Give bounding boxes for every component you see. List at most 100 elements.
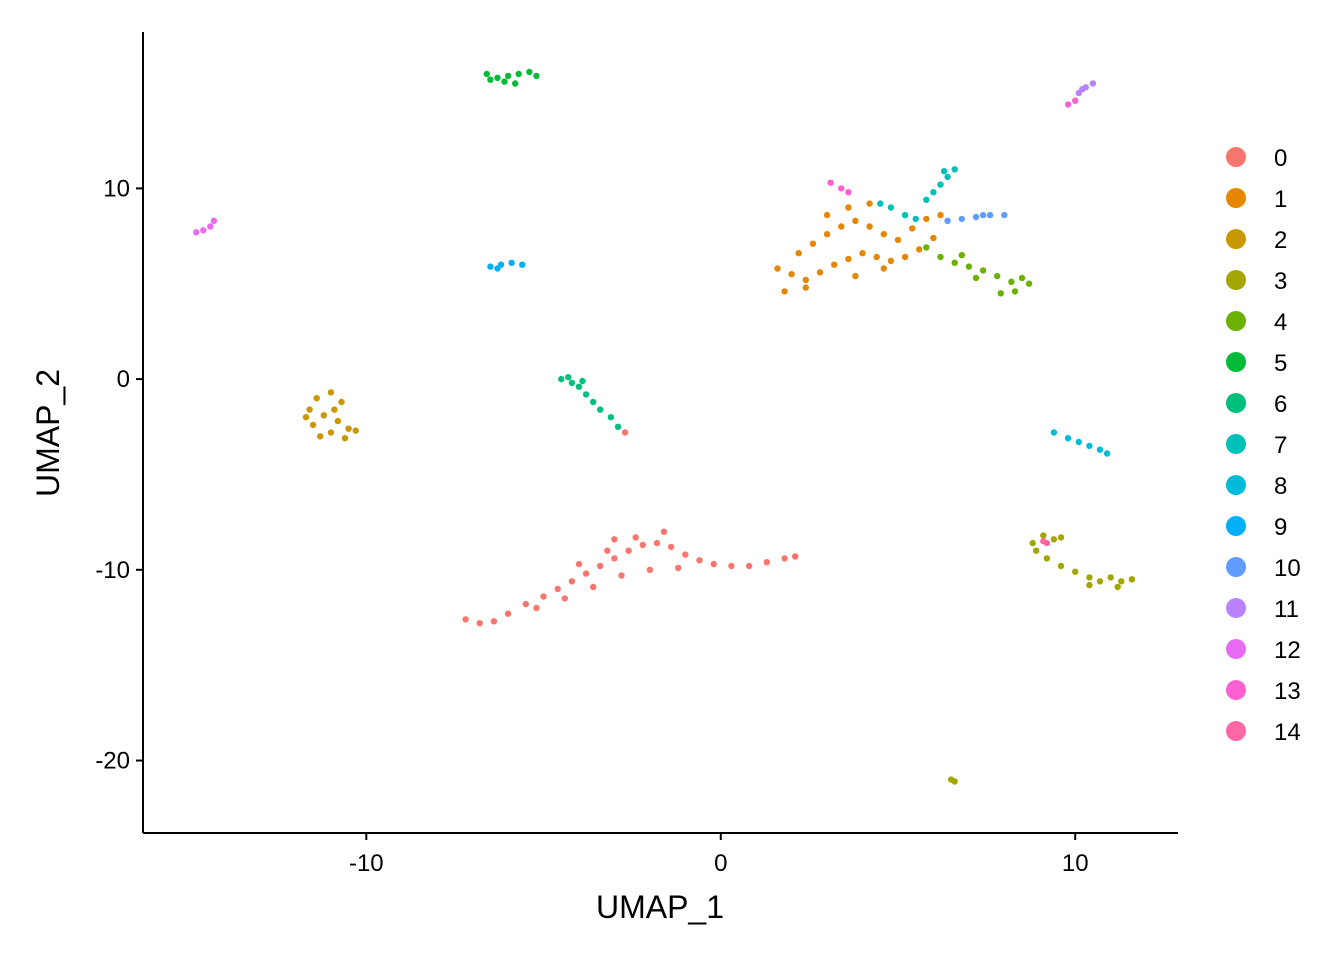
point-cluster-10 bbox=[986, 211, 994, 219]
point-cluster-1 bbox=[852, 272, 859, 280]
point-cluster-9 bbox=[494, 265, 501, 272]
point-cluster-13 bbox=[1064, 101, 1072, 108]
legend-label-3: 3 bbox=[1274, 268, 1287, 295]
point-cluster-1 bbox=[802, 276, 809, 284]
point-cluster-2 bbox=[338, 398, 345, 406]
point-cluster-1 bbox=[816, 269, 824, 276]
point-cluster-1 bbox=[930, 234, 937, 242]
point-cluster-4 bbox=[1025, 280, 1033, 287]
point-cluster-1 bbox=[831, 261, 838, 268]
point-cluster-6 bbox=[582, 391, 590, 398]
point-cluster-2 bbox=[345, 425, 352, 432]
point-cluster-4 bbox=[972, 274, 980, 282]
point-cluster-2 bbox=[352, 427, 359, 434]
point-cluster-8 bbox=[1064, 435, 1072, 442]
point-cluster-3 bbox=[1096, 578, 1104, 585]
point-cluster-8 bbox=[1096, 446, 1104, 453]
legend-key-9 bbox=[1226, 516, 1246, 536]
point-cluster-0 bbox=[476, 620, 483, 627]
point-cluster-1 bbox=[909, 225, 916, 232]
point-cluster-9 bbox=[519, 261, 526, 268]
point-cluster-7 bbox=[940, 168, 948, 175]
point-cluster-4 bbox=[994, 272, 1001, 280]
legend-key-0 bbox=[1226, 147, 1246, 167]
point-cluster-1 bbox=[788, 271, 795, 278]
point-cluster-1 bbox=[937, 211, 944, 219]
legend-key-4 bbox=[1226, 311, 1246, 331]
point-cluster-3 bbox=[951, 778, 958, 785]
point-cluster-5 bbox=[515, 70, 522, 78]
point-cluster-7 bbox=[937, 181, 944, 188]
point-cluster-1 bbox=[809, 240, 817, 247]
point-cluster-3 bbox=[1128, 576, 1136, 583]
y-ticks: -20 -10 0 10 bbox=[95, 175, 143, 775]
point-cluster-1 bbox=[866, 200, 873, 207]
point-cluster-3 bbox=[1040, 532, 1047, 539]
point-cluster-12 bbox=[193, 229, 200, 236]
point-cluster-6 bbox=[590, 398, 597, 406]
legend-label-13: 13 bbox=[1274, 678, 1301, 705]
point-cluster-1 bbox=[795, 250, 802, 257]
point-cluster-12 bbox=[200, 227, 207, 234]
point-cluster-4 bbox=[979, 267, 987, 274]
point-cluster-3 bbox=[1118, 578, 1125, 585]
point-cluster-5 bbox=[483, 70, 490, 78]
point-cluster-4 bbox=[958, 251, 965, 259]
point-cluster-5 bbox=[487, 76, 494, 83]
legend-key-1 bbox=[1226, 188, 1246, 208]
point-cluster-0 bbox=[763, 559, 770, 566]
point-cluster-7 bbox=[930, 189, 937, 196]
point-cluster-0 bbox=[660, 528, 668, 535]
point-cluster-9 bbox=[487, 263, 494, 270]
point-cluster-6 bbox=[614, 423, 622, 430]
legend-label-6: 6 bbox=[1274, 391, 1287, 418]
point-cluster-0 bbox=[618, 572, 625, 579]
legend-label-0: 0 bbox=[1274, 145, 1287, 172]
point-cluster-1 bbox=[901, 253, 909, 261]
point-cluster-0 bbox=[682, 551, 689, 558]
legend-label-14: 14 bbox=[1274, 719, 1301, 746]
point-cluster-8 bbox=[1075, 438, 1083, 446]
point-cluster-1 bbox=[866, 223, 873, 230]
point-cluster-10 bbox=[944, 217, 951, 224]
legend-label-9: 9 bbox=[1274, 514, 1287, 541]
point-cluster-7 bbox=[944, 173, 951, 181]
point-cluster-10 bbox=[979, 211, 987, 219]
point-cluster-5 bbox=[501, 78, 508, 85]
point-cluster-6 bbox=[575, 383, 583, 390]
point-cluster-8 bbox=[1103, 450, 1111, 457]
legend-key-5 bbox=[1226, 352, 1246, 372]
point-cluster-0 bbox=[611, 555, 618, 562]
point-cluster-6 bbox=[568, 379, 576, 387]
point-cluster-0 bbox=[696, 557, 703, 564]
legend-label-11: 11 bbox=[1274, 596, 1299, 623]
x-tick-label: 10 bbox=[1062, 850, 1089, 877]
point-cluster-2 bbox=[331, 406, 338, 413]
point-cluster-6 bbox=[565, 374, 572, 381]
point-cluster-0 bbox=[504, 610, 512, 617]
point-cluster-6 bbox=[579, 377, 586, 385]
x-ticks: -10 0 10 bbox=[349, 833, 1089, 877]
point-cluster-2 bbox=[306, 406, 313, 413]
point-cluster-5 bbox=[533, 72, 540, 80]
point-cluster-7 bbox=[951, 166, 958, 173]
point-cluster-0 bbox=[667, 543, 675, 551]
point-cluster-14 bbox=[1043, 539, 1051, 547]
point-cluster-12 bbox=[207, 223, 214, 230]
point-cluster-2 bbox=[327, 389, 335, 396]
point-cluster-1 bbox=[781, 288, 788, 295]
points-layer bbox=[193, 68, 1136, 785]
point-cluster-1 bbox=[873, 253, 880, 261]
point-cluster-0 bbox=[745, 562, 753, 570]
point-cluster-10 bbox=[972, 213, 980, 221]
legend-label-10: 10 bbox=[1274, 555, 1301, 582]
point-cluster-0 bbox=[646, 566, 654, 573]
point-cluster-0 bbox=[611, 536, 618, 543]
point-cluster-1 bbox=[823, 231, 831, 238]
point-cluster-3 bbox=[1107, 574, 1114, 581]
point-cluster-4 bbox=[1011, 288, 1019, 295]
point-cluster-7 bbox=[877, 200, 884, 207]
point-cluster-3 bbox=[1050, 536, 1058, 543]
